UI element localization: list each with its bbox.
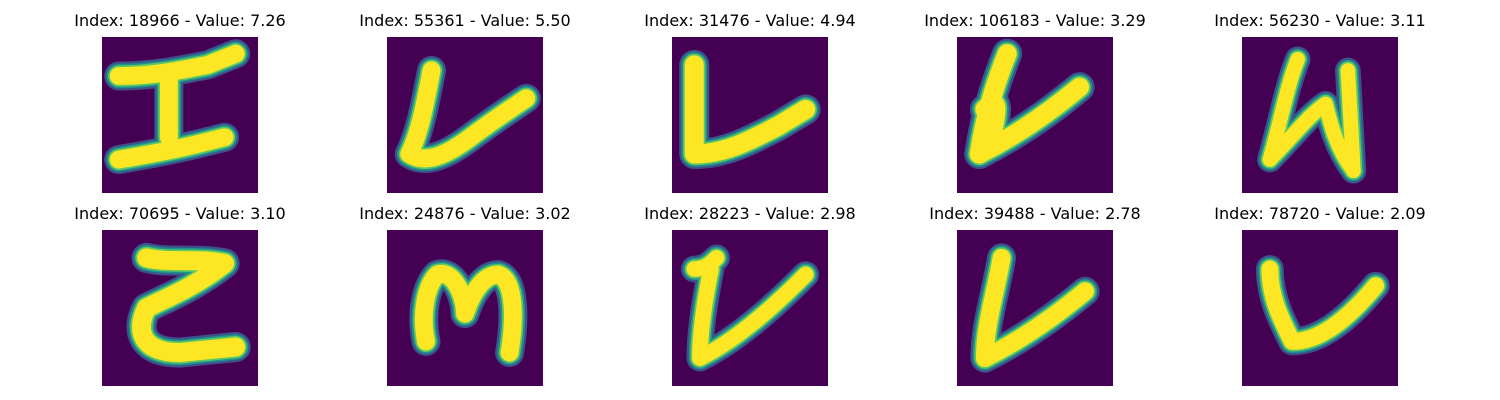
glyph-stroke [400, 61, 536, 168]
panel-title: Index: 28223 - Value: 2.98 [644, 204, 856, 223]
glyph-image [102, 230, 258, 386]
panel-8: Index: 28223 - Value: 2.98 [635, 203, 865, 386]
glyph-stroke [969, 77, 1090, 164]
glyph-stroke [132, 248, 246, 363]
glyph-stroke [1340, 63, 1361, 178]
panel-title: Index: 24876 - Value: 3.02 [359, 204, 571, 223]
panel-title: Index: 18966 - Value: 7.26 [74, 11, 286, 30]
panel-3: Index: 31476 - Value: 4.94 [635, 10, 865, 193]
glyph-stroke [684, 55, 816, 164]
glyph-image [387, 37, 543, 193]
glyph-stroke [692, 261, 814, 366]
panel-title: Index: 78720 - Value: 2.09 [1214, 204, 1426, 223]
glyph-image [957, 230, 1113, 386]
glyph-stroke [1262, 52, 1361, 178]
panel-7: Index: 24876 - Value: 3.02 [350, 203, 580, 386]
glyph-stroke [1261, 260, 1385, 350]
glyph-stroke [975, 248, 1095, 368]
panel-title: Index: 39488 - Value: 2.78 [929, 204, 1141, 223]
panel-10: Index: 78720 - Value: 2.09 [1205, 203, 1435, 386]
panel-5: Index: 56230 - Value: 3.11 [1205, 10, 1435, 193]
glyph-image [102, 37, 258, 193]
panel-6: Index: 70695 - Value: 3.10 [65, 203, 295, 386]
panel-2: Index: 55361 - Value: 5.50 [350, 10, 580, 193]
glyph-image [957, 37, 1113, 193]
panel-9: Index: 39488 - Value: 2.78 [920, 203, 1150, 386]
panel-title: Index: 106183 - Value: 3.29 [924, 11, 1146, 30]
glyph-stroke [975, 94, 1006, 153]
panel-title: Index: 31476 - Value: 4.94 [644, 11, 856, 30]
glyph-image [672, 37, 828, 193]
glyph-image [672, 230, 828, 386]
glyph-image [1242, 230, 1398, 386]
panel-1: Index: 18966 - Value: 7.26 [65, 10, 295, 193]
panel-title: Index: 70695 - Value: 3.10 [74, 204, 286, 223]
glyph-stroke [109, 128, 234, 169]
panel-title: Index: 56230 - Value: 3.11 [1214, 11, 1426, 30]
glyph-image [1242, 37, 1398, 193]
panel-4: Index: 106183 - Value: 3.29 [920, 10, 1150, 193]
glyph-stroke [414, 265, 522, 362]
panel-title: Index: 55361 - Value: 5.50 [359, 11, 571, 30]
glyph-image [387, 230, 543, 386]
